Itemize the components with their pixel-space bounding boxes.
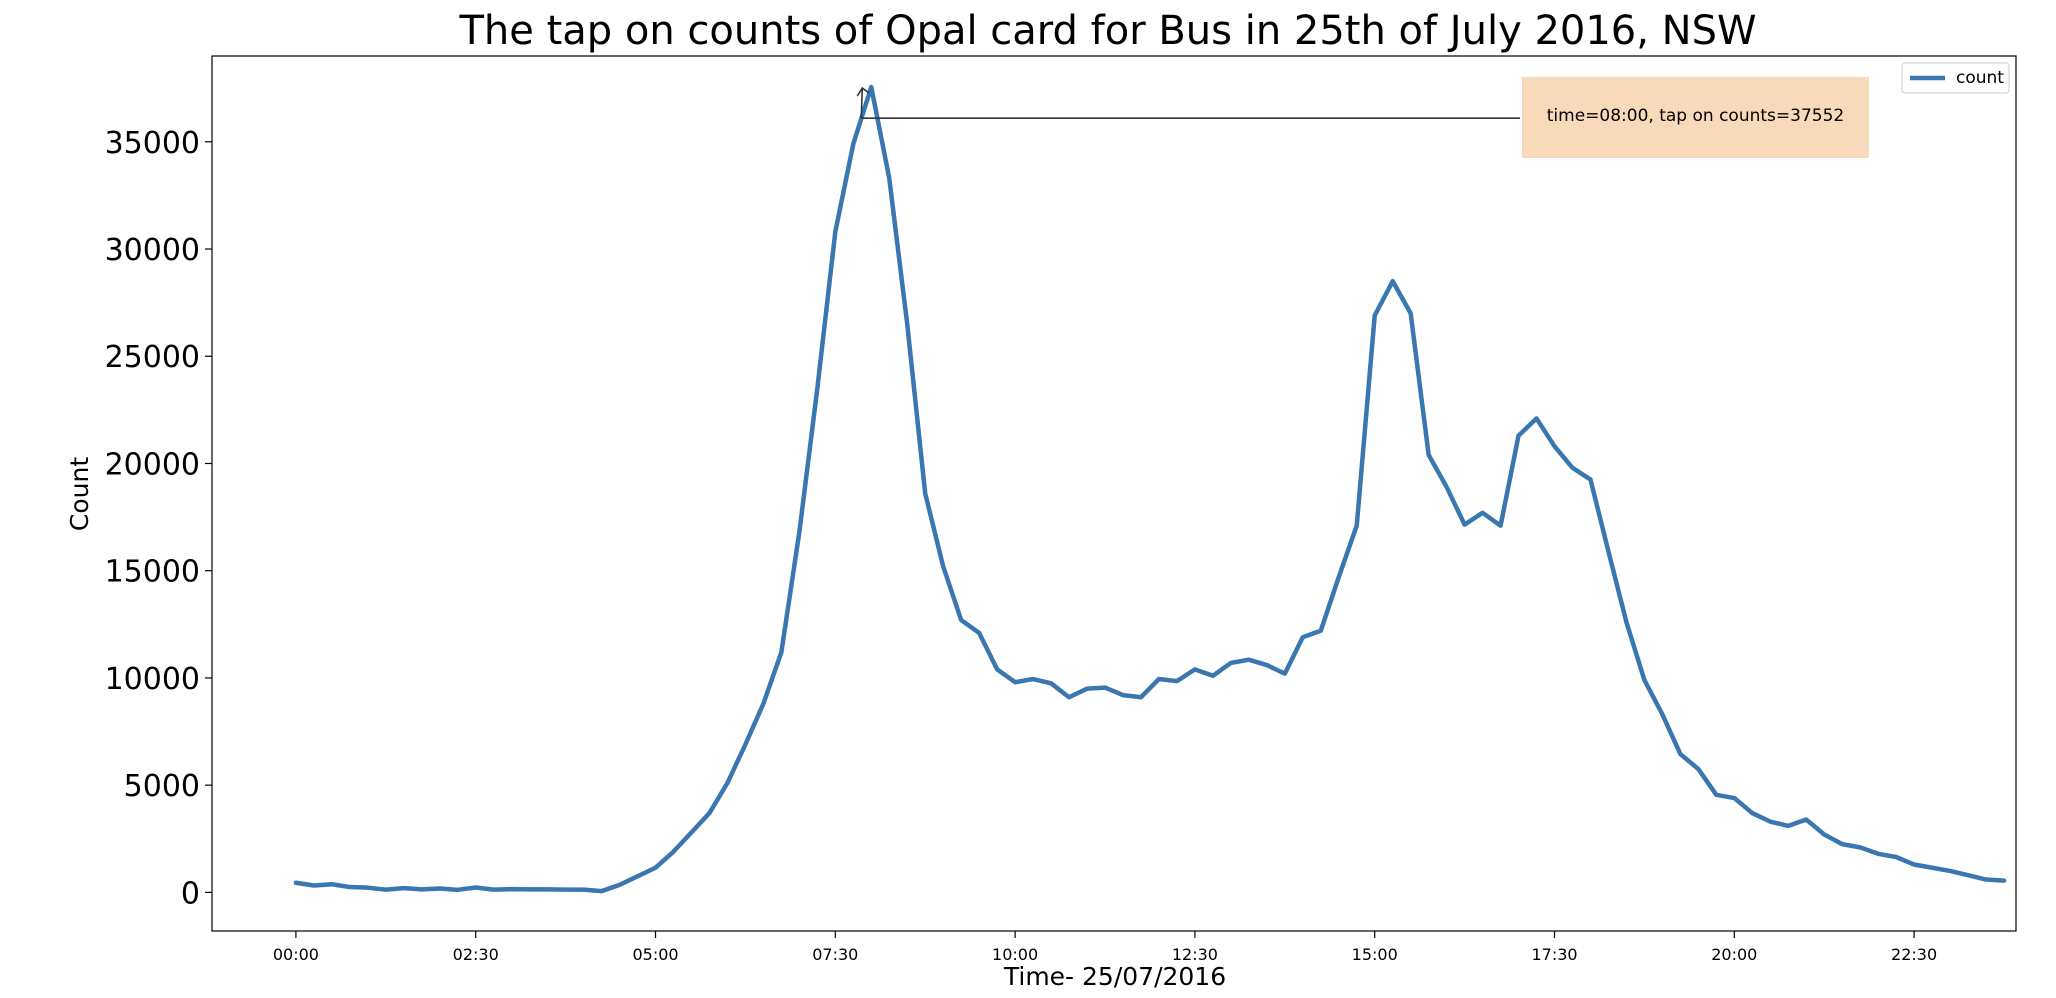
plot-frame [211,55,2017,932]
legend-frame [1901,62,2010,94]
peak-annotation: time=08:00, tap on counts=37552 [856,77,1869,158]
x-tick-label: 17:30 [1531,945,1577,964]
y-tick-label: 10000 [105,662,200,697]
x-tick-label: 02:30 [453,945,499,964]
legend: count [1901,62,2010,94]
annotation-text: time=08:00, tap on counts=37552 [1547,106,1844,126]
x-tick-label: 22:30 [1891,945,1937,964]
x-tick-label: 15:00 [1352,945,1398,964]
x-axis-label: Time- 25/07/2016 [1003,962,1226,991]
y-tick-label: 15000 [105,555,200,590]
y-tick-label: 25000 [105,340,200,375]
x-tick-label: 05:00 [632,945,678,964]
y-tick-label: 5000 [124,769,200,804]
y-tick-label: 0 [181,876,200,911]
y-axis-ticks: 0 5000 10000 15000 20000 25000 30000 35000 [105,126,212,911]
chart-title: The tap on counts of Opal card for Bus i… [458,8,1756,54]
y-tick-label: 35000 [105,126,200,161]
annotation-box [1522,77,1869,158]
series-line-count [293,84,2007,894]
x-tick-label: 20:00 [1711,945,1757,964]
y-tick-label: 20000 [105,447,200,482]
x-tick-label: 12:30 [1172,945,1218,964]
x-tick-label: 10:00 [992,945,1038,964]
x-tick-label: 00:00 [273,945,319,964]
y-tick-label: 30000 [105,233,200,268]
x-tick-label: 07:30 [812,945,858,964]
plot-area [211,55,2017,932]
annotation-arrow-head [856,86,870,119]
x-axis-ticks: 00:00 02:30 05:00 07:30 10:00 12:30 15:00 17:30… [273,931,1937,964]
legend-label-count: count [1956,68,2004,88]
y-axis-label: Count [65,457,94,531]
